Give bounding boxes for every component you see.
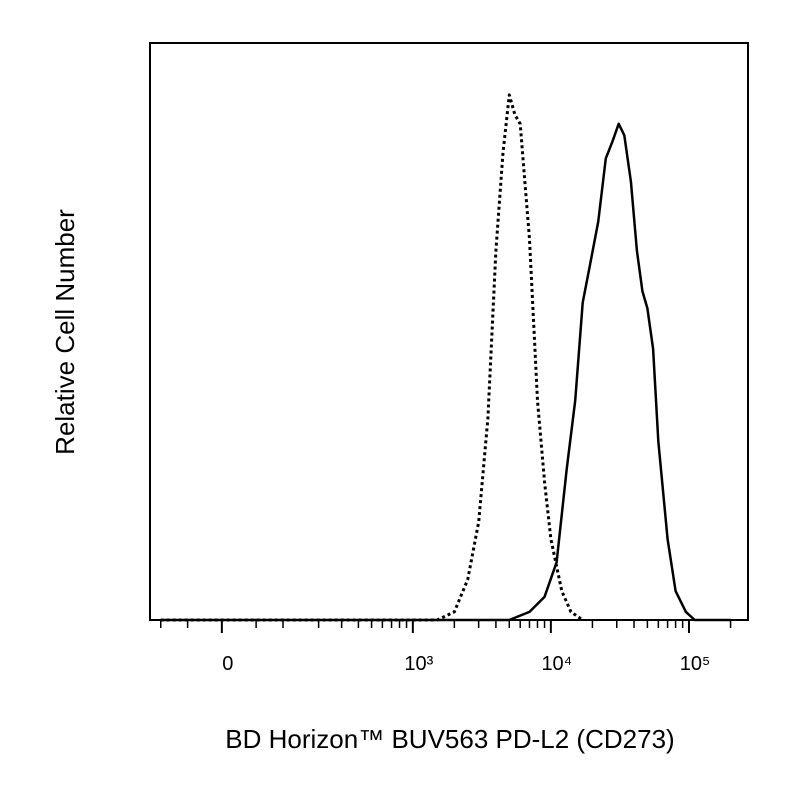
x-tick-label: 10⁴ bbox=[541, 653, 572, 675]
x-tick-label: 10³ bbox=[404, 653, 433, 675]
plot-frame bbox=[149, 42, 749, 621]
histogram-line bbox=[160, 93, 584, 622]
x-tick-label: 0 bbox=[222, 653, 233, 675]
histogram-line bbox=[160, 122, 731, 622]
x-axis-label: BD Horizon™ BUV563 PD-L2 (CD273) bbox=[225, 724, 674, 754]
y-axis-label: Relative Cell Number bbox=[50, 209, 80, 455]
x-tick-label: 10⁵ bbox=[680, 653, 711, 675]
